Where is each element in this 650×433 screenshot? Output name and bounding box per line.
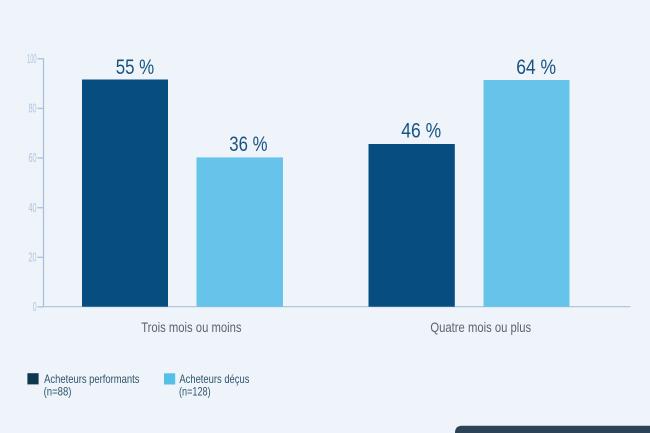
svg-text:64 %: 64 %: [516, 55, 556, 79]
svg-text:40: 40: [29, 200, 37, 215]
svg-text:0: 0: [33, 299, 37, 314]
svg-text:Acheteurs performants: Acheteurs performants: [44, 372, 139, 386]
svg-text:20: 20: [29, 249, 37, 264]
svg-text:(n=88): (n=88): [44, 384, 72, 398]
svg-text:Acheteurs déçus: Acheteurs déçus: [179, 372, 249, 386]
svg-text:60: 60: [29, 150, 37, 165]
svg-text:100: 100: [27, 51, 37, 66]
svg-text:46 %: 46 %: [401, 119, 441, 143]
svg-text:Quatre mois ou plus: Quatre mois ou plus: [430, 319, 531, 335]
svg-text:36 %: 36 %: [229, 132, 267, 156]
svg-text:Trois mois ou moins: Trois mois ou moins: [141, 319, 241, 335]
svg-text:55 %: 55 %: [116, 55, 155, 79]
svg-text:(n=128): (n=128): [179, 384, 211, 398]
svg-text:80: 80: [29, 101, 37, 116]
